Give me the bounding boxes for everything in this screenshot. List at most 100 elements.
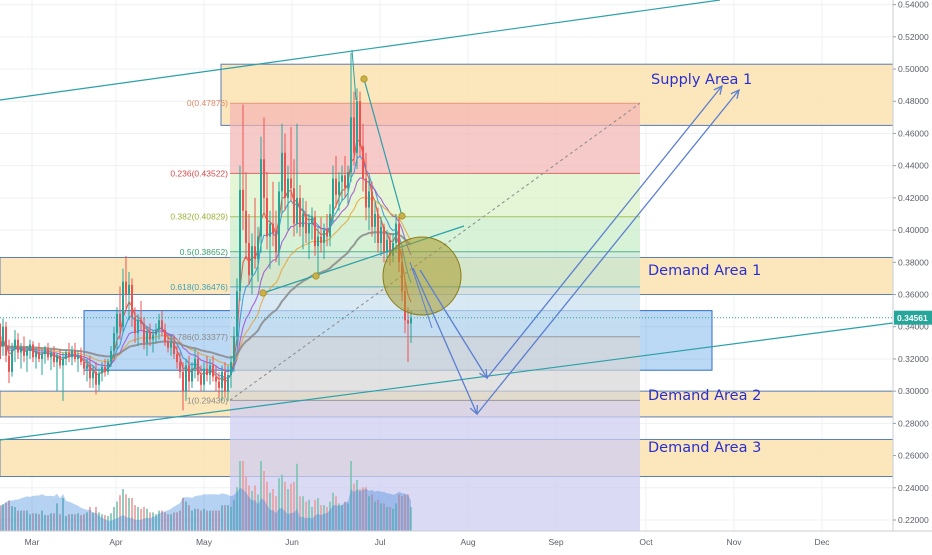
candle-body xyxy=(158,320,160,330)
volume-bar xyxy=(155,514,157,531)
candle-body xyxy=(80,355,82,363)
volume-bars xyxy=(0,461,412,531)
volume-bar xyxy=(386,507,388,531)
volume-bar xyxy=(257,494,259,531)
volume-bar xyxy=(362,487,364,531)
volume-bar xyxy=(245,476,247,531)
volume-bar xyxy=(380,503,382,531)
volume-bar xyxy=(11,506,13,531)
candle-body xyxy=(410,317,412,324)
candle-body xyxy=(44,349,46,355)
candle-body xyxy=(326,230,328,237)
candle-body xyxy=(62,358,64,366)
volume-bar xyxy=(86,512,88,531)
candle-body xyxy=(92,371,94,379)
volume-bar xyxy=(164,512,166,531)
volume-bar xyxy=(215,510,217,531)
volume-bar xyxy=(65,516,67,531)
volume-bar xyxy=(113,507,115,531)
volume-bar xyxy=(251,490,253,531)
candle-body xyxy=(74,350,76,359)
candle-body xyxy=(116,313,118,334)
candle-body xyxy=(248,242,250,276)
candle-body xyxy=(200,375,202,385)
candle-body xyxy=(167,341,169,348)
price-tick-label: 0.32000 xyxy=(898,354,929,364)
candle-body xyxy=(272,223,274,234)
volume-bar xyxy=(389,507,391,531)
candle-body xyxy=(101,366,103,374)
candle-body xyxy=(383,226,385,253)
candle-body xyxy=(212,365,214,377)
volume-bar xyxy=(173,512,175,531)
time-tick-label: Nov xyxy=(726,537,742,547)
candle-body xyxy=(122,281,124,327)
time-tick-label: Jun xyxy=(285,537,299,547)
candle-body xyxy=(365,178,367,208)
trendline-upper xyxy=(0,0,721,101)
candle-body xyxy=(260,159,262,237)
price-tick-label: 0.42000 xyxy=(898,193,929,203)
candle-body xyxy=(251,246,253,276)
zone-label: Demand Area 2 xyxy=(648,388,761,404)
volume-bar xyxy=(134,505,136,531)
volume-bar xyxy=(398,494,400,531)
candle-body xyxy=(266,197,268,237)
volume-bar xyxy=(62,498,64,531)
volume-bar xyxy=(377,499,379,531)
volume-bar xyxy=(149,512,151,531)
volume-bar xyxy=(89,507,91,531)
volume-ma-area xyxy=(0,487,411,531)
price-axis-bg xyxy=(893,0,932,550)
candle-body xyxy=(380,226,382,243)
candle-body xyxy=(125,281,127,295)
fib-label: 0.5(0.38652) xyxy=(180,247,228,257)
volume-bar xyxy=(200,510,202,531)
candle-body xyxy=(155,329,157,335)
candle-body xyxy=(77,355,79,359)
volume-bar xyxy=(194,508,196,531)
trendline-lower xyxy=(0,322,894,441)
volume-bar xyxy=(77,513,79,531)
candle-body xyxy=(236,291,238,337)
candle-body xyxy=(182,371,184,392)
volume-bar xyxy=(203,508,205,531)
volume-bar xyxy=(296,463,298,531)
volume-bar xyxy=(74,514,76,531)
volume-bar xyxy=(107,516,109,531)
volume-bar xyxy=(101,514,103,531)
zone-label: Supply Area 1 xyxy=(651,72,752,88)
candle-body xyxy=(65,352,67,359)
candle-body xyxy=(242,189,244,211)
candle-body xyxy=(143,323,145,343)
time-tick-label: Jul xyxy=(375,537,386,547)
candle-body xyxy=(107,362,109,372)
volume-bar xyxy=(266,481,268,531)
candle-body xyxy=(17,339,19,353)
volume-bar xyxy=(302,496,304,531)
volume-bar xyxy=(26,510,28,531)
volume-bar xyxy=(359,489,361,531)
volume-bar xyxy=(20,510,22,531)
volume-bar xyxy=(320,505,322,531)
volume-bar xyxy=(56,503,58,531)
time-tick-label: Aug xyxy=(460,537,475,547)
volume-bar xyxy=(125,494,127,531)
volume-bar xyxy=(338,503,340,531)
candle-body xyxy=(71,350,73,358)
price-tick-label: 0.54000 xyxy=(898,0,929,10)
volume-bar xyxy=(374,501,376,531)
fib-band xyxy=(230,103,640,174)
candle-body xyxy=(110,350,112,363)
volume-bar xyxy=(236,487,238,531)
candle-body xyxy=(353,117,355,153)
candle-body xyxy=(2,326,4,347)
price-tick-label: 0.46000 xyxy=(898,128,929,138)
volume-bar xyxy=(128,498,130,531)
volume-bar xyxy=(254,485,256,531)
candle-body xyxy=(230,362,232,376)
candle-body xyxy=(341,175,343,182)
volume-bar xyxy=(191,510,193,531)
volume-bar xyxy=(50,513,52,531)
